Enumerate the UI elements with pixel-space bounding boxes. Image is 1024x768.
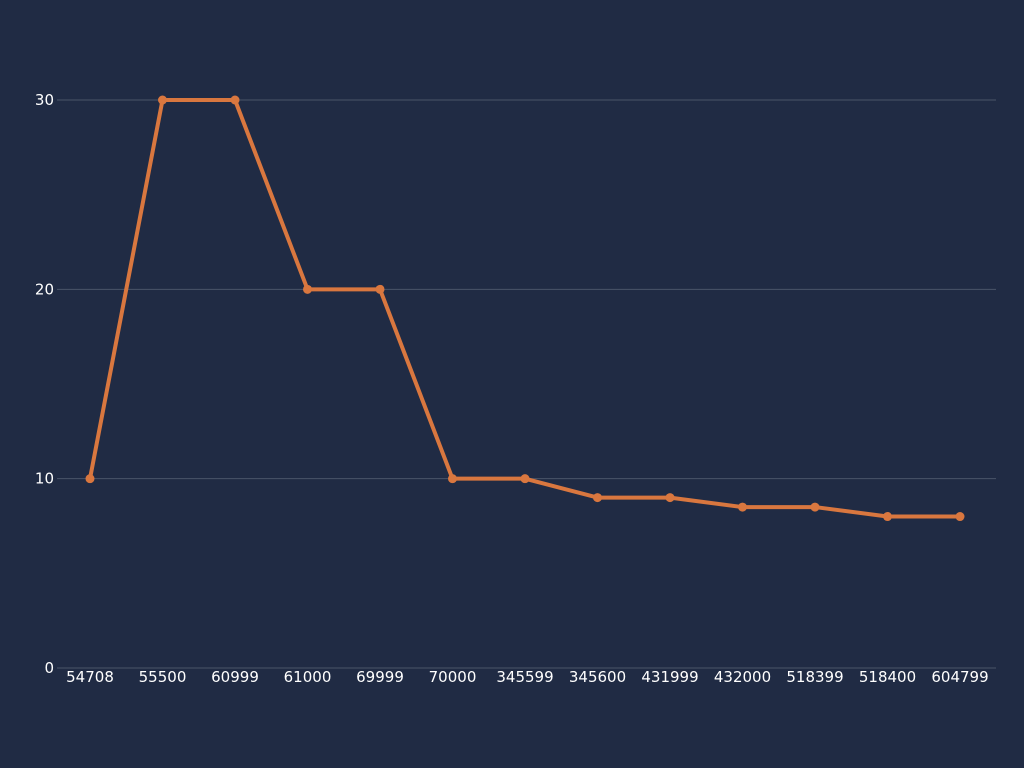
x-tick-label: 54708 [66, 668, 114, 686]
data-point [665, 493, 675, 503]
data-point [810, 502, 820, 512]
x-tick-label: 518400 [859, 668, 916, 686]
x-tick-label: 55500 [139, 668, 187, 686]
x-tick-label: 70000 [429, 668, 477, 686]
data-point [738, 502, 747, 512]
data-point [375, 284, 385, 294]
data-series [85, 95, 965, 522]
data-point [85, 474, 95, 484]
y-tick-label: 30 [35, 91, 54, 109]
x-tick-label: 345600 [569, 668, 626, 686]
x-tick-label: 432000 [714, 668, 771, 686]
x-tick-label: 431999 [641, 668, 698, 686]
gridlines [57, 99, 996, 669]
x-tick-label: 60999 [211, 668, 259, 686]
data-point [955, 512, 965, 522]
x-tick-label: 345599 [496, 668, 553, 686]
x-tick-label: 604799 [931, 668, 988, 686]
data-point [883, 512, 892, 522]
x-axis-tick-labels: 54708 55500 60999 61000 69999 70000 345599 3456… [66, 668, 988, 686]
y-tick-label: 20 [35, 280, 54, 298]
data-point [230, 95, 240, 105]
y-axis-tick-labels: 0 10 20 30 [35, 91, 54, 677]
x-tick-label: 69999 [356, 668, 404, 686]
data-point [593, 493, 602, 503]
series-line [88, 98, 962, 519]
data-point [448, 474, 457, 484]
data-point [520, 474, 530, 484]
x-tick-label: 61000 [284, 668, 332, 686]
data-point [158, 95, 167, 105]
y-tick-label: 0 [44, 659, 54, 677]
y-tick-label: 10 [35, 470, 54, 488]
x-tick-label: 518399 [786, 668, 843, 686]
data-point [303, 284, 312, 294]
